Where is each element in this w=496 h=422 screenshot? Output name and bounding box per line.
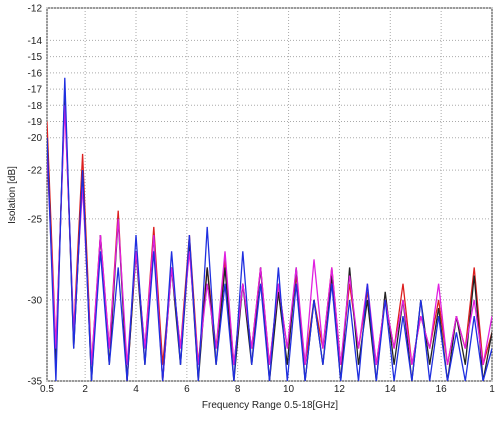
x-tick-label: 8 xyxy=(235,384,241,395)
y-tick-label: -19 xyxy=(28,117,43,128)
y-tick-label: -17 xyxy=(28,85,43,96)
series-line xyxy=(47,77,492,381)
y-tick-label: -22 xyxy=(28,166,43,177)
x-tick-label: 14 xyxy=(385,384,397,395)
plot-area xyxy=(46,7,493,382)
x-tick-label: 12 xyxy=(334,384,346,395)
y-tick-label: -18 xyxy=(28,101,43,112)
y-tick-label: -35 xyxy=(28,377,43,388)
x-tick-label: 6 xyxy=(184,384,190,395)
x-tick-label: 1 xyxy=(489,384,495,395)
x-tick-label: 16 xyxy=(436,384,448,395)
labels: -12 -14 -15 -16 -17 -18 -19 -20 -22 -25 -30 -350.5 2… xyxy=(28,4,496,396)
x-tick-label: 4 xyxy=(133,384,139,395)
y-tick-label: -30 xyxy=(28,295,43,306)
y-tick-label: -16 xyxy=(28,68,43,79)
y-tick-label: -14 xyxy=(28,36,43,47)
grid xyxy=(46,7,493,382)
x-tick-label: 0.5 xyxy=(40,384,54,395)
y-tick-label: -20 xyxy=(28,133,43,144)
x-tick-label: 10 xyxy=(283,384,295,395)
y-axis-label: Isolation [dB] xyxy=(7,166,18,224)
y-tick-label: -15 xyxy=(28,52,43,63)
y-tick-label: -25 xyxy=(28,214,43,225)
y-tick-label: -12 xyxy=(28,4,43,15)
x-tick-label: 2 xyxy=(82,384,88,395)
x-axis-label: Frequency Range 0.5-18[GHz] xyxy=(202,400,338,411)
lines xyxy=(47,77,492,381)
